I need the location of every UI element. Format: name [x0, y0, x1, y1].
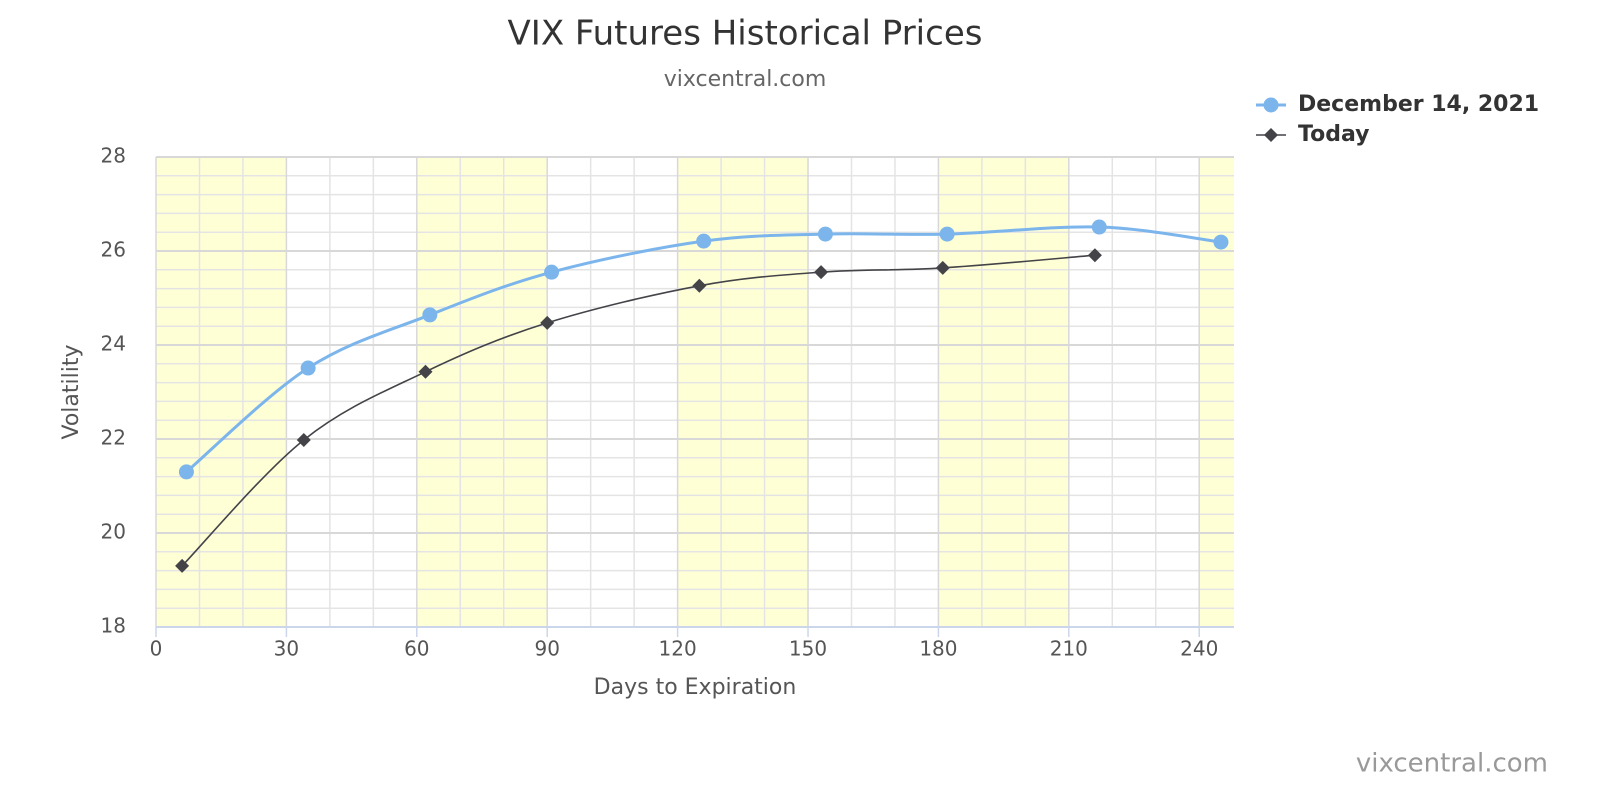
plot-band: [677, 157, 809, 627]
x-tick-label: 240: [1180, 637, 1218, 661]
plot-band: [1199, 157, 1234, 627]
y-tick-label: 18: [101, 614, 126, 638]
marker: [1091, 219, 1107, 235]
x-axis-label: Days to Expiration: [594, 675, 797, 700]
marker: [1213, 234, 1229, 250]
marker: [418, 364, 433, 379]
x-tick-label: 210: [1050, 637, 1088, 661]
marker: [696, 233, 712, 249]
marker: [544, 264, 560, 280]
y-tick-label: 26: [101, 238, 126, 262]
chart-subtitle: vixcentral.com: [664, 67, 827, 92]
y-tick-label: 20: [101, 520, 126, 544]
marker: [540, 315, 555, 330]
y-tick-label: 28: [101, 144, 126, 168]
legend-label[interactable]: December 14, 2021: [1298, 92, 1539, 117]
chart-title: VIX Futures Historical Prices: [508, 14, 983, 54]
marker: [939, 226, 955, 242]
legend-label[interactable]: Today: [1298, 122, 1369, 147]
marker: [422, 307, 438, 323]
x-tick-label: 120: [659, 637, 697, 661]
marker: [178, 464, 194, 480]
credit: vixcentral.com: [1356, 749, 1548, 779]
marker: [175, 558, 190, 573]
x-tick-label: 30: [274, 637, 299, 661]
marker: [814, 265, 829, 280]
y-axis-label: Volatility: [59, 344, 84, 439]
x-tick-label: 60: [404, 637, 429, 661]
plot-band: [156, 157, 287, 627]
y-tick-label: 22: [101, 426, 126, 450]
marker: [300, 360, 316, 376]
marker: [296, 432, 311, 447]
x-tick-label: 180: [919, 637, 957, 661]
x-tick-label: 0: [150, 637, 163, 661]
x-tick-label: 90: [534, 637, 559, 661]
y-tick-label: 24: [101, 332, 126, 356]
plot-band: [938, 157, 1069, 627]
x-tick-label: 150: [789, 637, 827, 661]
plot-band: [416, 157, 548, 627]
marker: [817, 226, 833, 242]
legend-marker: [1263, 97, 1279, 113]
marker: [692, 278, 707, 293]
legend-marker: [1264, 128, 1278, 142]
marker: [1087, 248, 1102, 263]
marker: [935, 260, 950, 275]
